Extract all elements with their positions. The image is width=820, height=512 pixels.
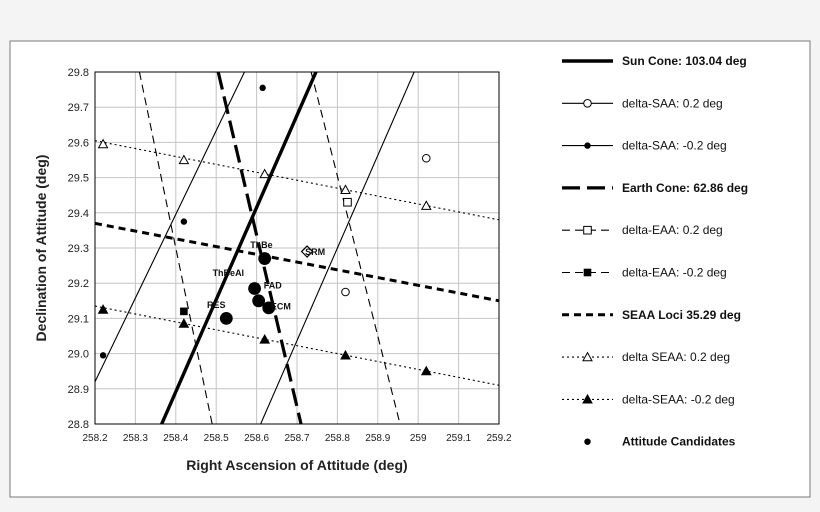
series-2-marker <box>99 352 107 359</box>
series-line-7 <box>95 140 499 221</box>
point-label: ECM <box>271 302 291 312</box>
legend-label: delta-EAA: -0.2 deg <box>622 266 727 280</box>
series-1-marker <box>341 287 350 297</box>
x-tick-label: 258.8 <box>325 433 350 444</box>
y-tick-labels: 28.8 28.9 29.0 29.1 29.2 29.3 29.4 29.5 29.6 29.7… <box>68 67 89 431</box>
series-2-marker <box>259 84 266 92</box>
y-tick-label: 29.8 <box>68 67 89 79</box>
plot-area-border <box>94 71 500 425</box>
y-tick-label: 29.5 <box>68 173 89 185</box>
series-markers <box>97 84 432 376</box>
legend-swatch-marker <box>582 351 593 362</box>
legend-swatch-marker <box>582 393 593 404</box>
series-9-marker <box>258 252 272 265</box>
series-line-0 <box>160 72 318 424</box>
legend-label: delta-EAA: 0.2 deg <box>622 223 723 237</box>
point-label: FAD <box>264 280 283 290</box>
legend-swatch-marker <box>583 225 592 235</box>
y-tick-label: 29.6 <box>68 137 89 149</box>
series-line-5 <box>138 72 213 424</box>
point-annotations: ThBe ThBeAl FAD RES ECM SRM <box>207 240 325 312</box>
series-8-marker <box>259 333 271 344</box>
y-tick-label: 29.4 <box>68 208 89 220</box>
x-tick-labels: 258.2 258.3 258.4 258.5 258.6 258.7 258.8 258.9… <box>82 433 511 444</box>
x-tick-label: 259.2 <box>486 433 511 444</box>
series-lines <box>95 72 499 424</box>
legend-box <box>532 42 790 463</box>
x-tick-label: 258.4 <box>163 433 188 444</box>
y-tick-label: 29.1 <box>68 313 89 325</box>
x-axis-label: Right Ascension of Attitude (deg) <box>186 457 407 473</box>
series-8-marker <box>420 365 432 376</box>
series-9-marker <box>219 312 233 325</box>
y-tick-label: 28.9 <box>68 384 89 396</box>
x-tick-label: 258.5 <box>204 433 229 444</box>
series-line-4 <box>310 72 401 424</box>
x-tick-label: 258.7 <box>284 433 309 444</box>
point-label: ThBeAl <box>213 268 245 278</box>
y-tick-label: 29.2 <box>68 278 89 290</box>
x-tick-label: 258.3 <box>123 433 148 444</box>
series-7-marker <box>259 168 271 179</box>
series-9-marker <box>252 294 266 308</box>
legend-swatch-marker <box>584 142 591 149</box>
legend-label: Sun Cone: 103.04 deg <box>622 54 747 68</box>
series-line-8 <box>95 305 499 386</box>
x-tick-label: 258.2 <box>82 433 107 444</box>
series-9-marker <box>248 282 261 295</box>
x-tick-label: 258.6 <box>244 433 269 444</box>
point-label: RES <box>207 300 226 310</box>
legend-label: delta-SEAA: -0.2 deg <box>622 392 735 406</box>
extra-point-marker <box>300 245 314 258</box>
legend-label: Earth Cone: 62.86 deg <box>622 181 748 195</box>
series-5-marker <box>180 307 188 316</box>
series-7-marker <box>340 184 351 195</box>
legend-swatch-marker <box>584 438 591 445</box>
series-1-marker <box>421 153 431 163</box>
y-axis-label: Declination of Attitude (deg) <box>33 155 49 342</box>
legend-label: delta-SAA: -0.2 deg <box>622 139 727 153</box>
x-tick-label: 259.1 <box>446 433 471 444</box>
x-tick-label: 258.9 <box>365 433 390 444</box>
y-tick-label: 29.7 <box>68 102 89 114</box>
series-8-marker <box>178 318 190 328</box>
legend-swatch-marker <box>583 99 592 108</box>
legend-label: delta-SAA: 0.2 deg <box>622 96 723 110</box>
legend: Sun Cone: 103.04 deg delta-SAA: 0.2 deg de… <box>562 54 748 449</box>
point-label: SRM <box>305 247 325 257</box>
series-7-marker <box>178 154 190 165</box>
series-9-marker <box>262 301 276 315</box>
legend-label: delta SEAA: 0.2 deg <box>622 350 730 364</box>
point-label: ThBe <box>250 240 273 250</box>
series-line-6 <box>95 221 499 303</box>
y-tick-label: 28.8 <box>68 419 89 431</box>
series-line-3 <box>216 72 303 424</box>
series-7-marker <box>97 138 109 149</box>
x-tick-label: 259 <box>410 433 427 444</box>
series-2-marker <box>180 218 188 225</box>
series-8-marker <box>97 304 109 314</box>
series-8-marker <box>340 349 351 360</box>
series-4-marker <box>343 197 352 207</box>
legend-swatch-marker <box>583 268 592 277</box>
series-line-2 <box>95 72 245 382</box>
y-tick-label: 29.0 <box>68 349 89 361</box>
legend-label: SEAA Loci 35.29 deg <box>622 308 741 322</box>
legend-label: Attitude Candidates <box>622 435 736 449</box>
series-7-marker <box>420 200 432 210</box>
y-tick-label: 29.3 <box>68 243 89 255</box>
